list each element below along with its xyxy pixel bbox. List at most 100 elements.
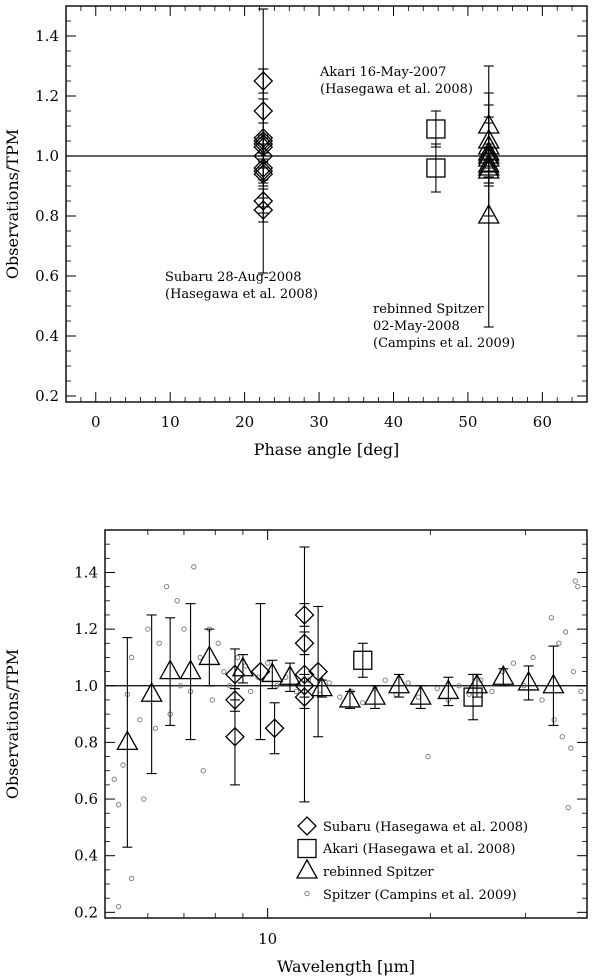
circle-marker (570, 668, 577, 675)
y-tick-label: 0.2 (74, 903, 98, 921)
triangle-marker (198, 645, 221, 666)
annotation-line: (Campins et al. 2009) (373, 336, 515, 351)
circle-marker (111, 776, 117, 782)
diamond-marker (253, 164, 274, 184)
triangle-marker (116, 730, 139, 751)
wavelength-panel: Subaru (Hasegawa et al. 2008) Akari (Has… (3, 529, 588, 976)
y-tick-label: 0.6 (74, 790, 98, 808)
diamond-marker (225, 664, 245, 685)
x-axis-label: Phase angle [deg] (254, 440, 400, 459)
circle-marker (337, 694, 343, 700)
y-tick-label: 1.2 (35, 87, 59, 105)
triangle-marker (278, 664, 302, 685)
circle-marker (556, 640, 562, 646)
annotation-line: (Hasegawa et al. 2008) (320, 82, 473, 97)
x-tick-label: 30 (310, 413, 329, 431)
circle-marker (575, 583, 581, 590)
x-tick-label: 60 (533, 413, 552, 431)
circle-marker (565, 804, 571, 811)
circle-marker (197, 654, 203, 661)
circle-marker (221, 668, 227, 675)
circle-marker (274, 683, 280, 689)
y-tick-label: 1.4 (74, 563, 98, 581)
y-tick-label: 0.8 (35, 207, 59, 225)
circle-marker (215, 640, 221, 646)
circle-marker (163, 583, 170, 590)
circle-marker (181, 626, 187, 632)
square-marker (463, 687, 483, 707)
circle-marker (264, 660, 271, 666)
y-tick-label: 0.2 (35, 387, 59, 405)
circle-marker (530, 654, 536, 661)
phase-angle-panel: Akari 16-May-2007 (Hasegawa et al. 2008)… (3, 5, 588, 459)
y-tick-label: 1.4 (35, 27, 59, 45)
diamond-marker (308, 661, 329, 682)
triangle-marker (261, 662, 284, 683)
legend-triangle-symbol (295, 858, 319, 879)
circle-series (111, 564, 584, 910)
triangle-marker (477, 203, 500, 224)
x-tick-label: 40 (384, 413, 403, 431)
circle-marker (120, 762, 126, 768)
circle-marker (247, 688, 254, 695)
diamond-marker (264, 718, 285, 739)
circle-marker (405, 680, 411, 686)
annotation-line: Akari 16-May-2007 (319, 65, 446, 80)
legend-label: Spitzer (Campins et al. 2009) (323, 888, 517, 903)
y-axis-label: Observations/TPM (3, 129, 22, 279)
circle-marker (137, 717, 143, 723)
circle-marker (489, 688, 495, 695)
triangle-marker (338, 687, 362, 708)
circle-marker (128, 875, 135, 882)
annotation-line: 02-May-2008 (373, 319, 460, 334)
diamond-marker (225, 726, 245, 747)
annotation-line: rebinned Spitzer (373, 302, 484, 317)
circle-marker (562, 629, 569, 635)
circle-marker (177, 683, 184, 689)
circle-marker (305, 677, 312, 683)
circle-marker (568, 745, 574, 751)
circle-marker (434, 685, 440, 692)
x-tick-label: 50 (458, 413, 477, 431)
diamond-series (253, 8, 274, 274)
square-series (426, 110, 446, 193)
circle-marker (141, 796, 147, 802)
plot-frame (104, 529, 588, 919)
triangle-marker (140, 681, 163, 702)
legend: Subaru (Hasegawa et al. 2008) Akari (Has… (295, 816, 528, 903)
circle-marker (200, 768, 206, 774)
triangle-marker (179, 659, 202, 680)
diamond-marker (294, 687, 315, 708)
circle-marker (539, 697, 545, 703)
diamond-marker (253, 200, 274, 220)
circle-marker (226, 683, 233, 689)
triangle-series (116, 603, 565, 848)
circle-marker (548, 615, 554, 621)
annotation-akari: Akari 16-May-2007 (Hasegawa et al. 2008) (319, 65, 473, 97)
diamond-series (225, 546, 329, 803)
plot-frame (65, 5, 588, 403)
legend-label: Subaru (Hasegawa et al. 2008) (323, 820, 528, 835)
circle-marker (510, 660, 517, 666)
y-tick-label: 0.4 (74, 847, 98, 865)
triangle-series (477, 65, 500, 328)
circle-marker (191, 564, 197, 570)
x-axis-label: Wavelength [μm] (277, 957, 415, 976)
circle-marker (425, 753, 431, 760)
circle-marker (116, 802, 122, 808)
circle-marker (145, 626, 151, 632)
circle-marker (578, 688, 584, 695)
y-tick-label: 1.0 (74, 677, 98, 695)
x-tick-label: 10 (161, 413, 180, 431)
diamond-marker (250, 661, 271, 682)
square-marker (426, 119, 446, 139)
circle-marker (551, 717, 557, 723)
circle-marker (466, 691, 472, 697)
x-tick-label: 0 (91, 413, 101, 431)
circle-marker (152, 725, 159, 731)
triangle-marker (465, 673, 489, 694)
circle-marker (156, 640, 162, 646)
legend-square-symbol (297, 838, 317, 859)
annotation-line: (Hasegawa et al. 2008) (165, 287, 318, 302)
circle-marker (116, 904, 122, 910)
